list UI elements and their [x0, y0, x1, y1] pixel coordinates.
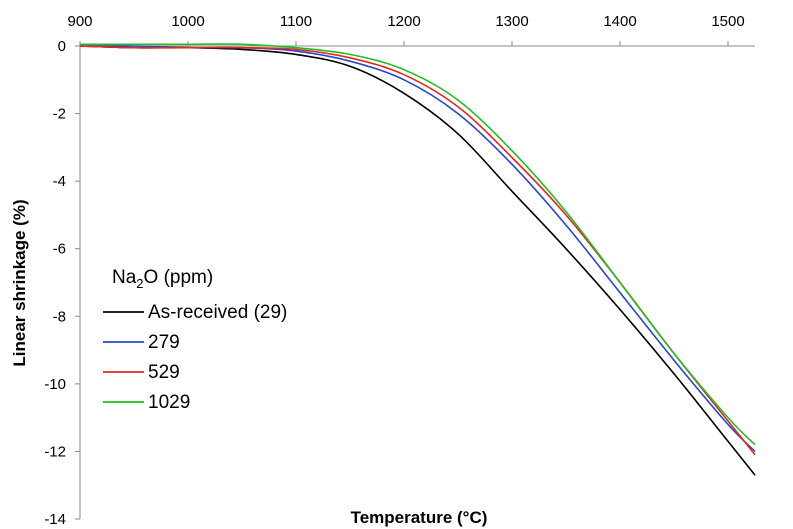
x-tick-label: 900 — [67, 13, 92, 30]
y-axis-title: Linear shrinkage (%) — [10, 199, 29, 366]
y-tick-label: -14 — [44, 511, 66, 528]
x-tick-label: 1000 — [171, 13, 204, 30]
legend-title: Na2O (ppm) — [112, 267, 213, 291]
legend: Na2O (ppm) As-received (29) 279 529 1029 — [103, 267, 287, 413]
series-line-2 — [79, 45, 756, 452]
y-tick-label: -10 — [44, 376, 66, 393]
legend-items: As-received (29) 279 529 1029 — [103, 302, 287, 413]
series-lines — [79, 43, 756, 476]
legend-label: As-received (29) — [148, 302, 287, 323]
x-tick-label: 1200 — [387, 13, 420, 30]
x-axis-title: Temperature (°C) — [351, 508, 488, 527]
axes — [79, 45, 755, 519]
y-tick-label: -2 — [53, 106, 66, 123]
x-tick-label: 1300 — [495, 13, 528, 30]
x-tick-label: 1500 — [711, 13, 744, 30]
x-tick-label: 1100 — [280, 13, 312, 30]
y-tick-label: 0 — [58, 38, 66, 55]
legend-label: 1029 — [148, 392, 190, 413]
x-tick-label: 1400 — [603, 13, 636, 30]
y-ticks: 0 -2 -4 -6 -8 -10 -12 -14 — [44, 38, 80, 528]
y-tick-label: -12 — [44, 443, 66, 460]
legend-label: 529 — [148, 362, 180, 383]
y-tick-label: -4 — [53, 173, 66, 190]
legend-title-subscript: 2 — [136, 276, 143, 291]
y-tick-label: -8 — [53, 308, 66, 325]
legend-title-rest: O (ppm) — [144, 267, 214, 288]
x-ticks: 900 1000 1100 1200 1300 1400 1500 — [67, 13, 745, 46]
legend-label: 279 — [148, 332, 180, 353]
y-tick-label: -6 — [53, 241, 66, 258]
series-line-4 — [80, 43, 756, 446]
legend-title-main: Na — [112, 267, 137, 288]
